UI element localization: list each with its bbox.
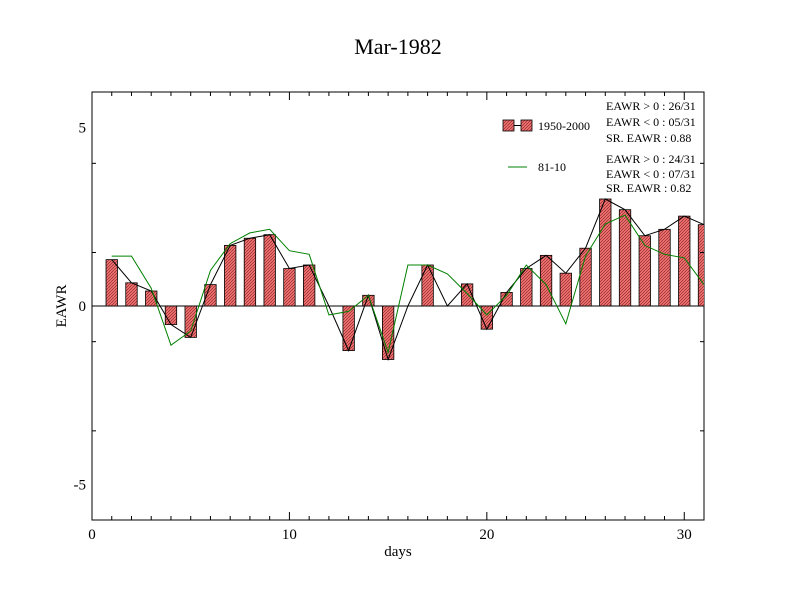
bar-day-28 bbox=[638, 235, 651, 307]
bar-day-8 bbox=[243, 237, 257, 307]
bar-day-4 bbox=[164, 305, 178, 325]
x-tick-label: 10 bbox=[282, 527, 297, 543]
y-tick-label: -5 bbox=[74, 477, 87, 493]
bar-day-20 bbox=[480, 305, 493, 330]
legend-label-81-10: 81-10 bbox=[538, 160, 566, 174]
bar-day-22 bbox=[520, 268, 533, 307]
bar-day-9 bbox=[263, 234, 276, 307]
legend-bar-swatch bbox=[502, 119, 515, 132]
line-1950-2000 bbox=[111, 198, 704, 362]
bar-day-19 bbox=[460, 283, 474, 307]
bar-day-5 bbox=[184, 305, 197, 338]
x-tick-label: 20 bbox=[479, 527, 494, 543]
stats-block-1950-2000: EAWR > 0 : 26/31 EAWR < 0 : 05/31 SR. EA… bbox=[606, 99, 696, 145]
bar-day-13 bbox=[342, 305, 355, 351]
line-81-10 bbox=[111, 214, 704, 355]
bar-day-31 bbox=[697, 224, 704, 307]
legend-item-1950-2000: 1950-2000 bbox=[502, 119, 590, 133]
bar-day-30 bbox=[678, 215, 691, 307]
bar-day-29 bbox=[658, 228, 671, 307]
stats-line: EAWR > 0 : 24/31 bbox=[606, 152, 696, 166]
bar-day-2 bbox=[125, 282, 138, 307]
legend-item-81-10: 81-10 bbox=[508, 160, 566, 174]
bar-day-11 bbox=[303, 264, 316, 307]
chart-title: Mar-1982 bbox=[354, 34, 442, 59]
bar-day-26 bbox=[599, 198, 612, 307]
series-lines bbox=[111, 198, 704, 362]
stats-line: EAWR > 0 : 26/31 bbox=[606, 99, 696, 113]
bar-day-17 bbox=[421, 264, 434, 307]
x-axis-label: days bbox=[384, 544, 412, 560]
y-axis-label: EAWR bbox=[54, 285, 70, 328]
legend: 1950-2000 81-10 bbox=[502, 119, 590, 174]
stats-line: SR. EAWR : 0.88 bbox=[606, 131, 691, 145]
bar-day-27 bbox=[618, 209, 632, 307]
bar-day-1 bbox=[105, 259, 118, 307]
x-tick-label: 30 bbox=[677, 527, 692, 543]
stats-line: EAWR < 0 : 05/31 bbox=[606, 115, 696, 129]
stats-line: SR. EAWR : 0.82 bbox=[606, 181, 691, 195]
bar-day-10 bbox=[283, 268, 296, 307]
x-axis-ticks: 0 10 20 30 bbox=[88, 92, 705, 543]
legend-label-1950-2000: 1950-2000 bbox=[538, 119, 590, 133]
legend-bar-swatch bbox=[520, 119, 533, 132]
stats-block-81-10: EAWR > 0 : 24/31 EAWR < 0 : 07/31 SR. EA… bbox=[606, 152, 696, 195]
bars-1950-2000 bbox=[105, 198, 704, 360]
stats-line: EAWR < 0 : 07/31 bbox=[606, 167, 696, 181]
y-tick-label: 5 bbox=[79, 121, 87, 137]
bar-day-24 bbox=[559, 272, 572, 307]
x-tick-label: 0 bbox=[88, 527, 96, 543]
y-axis-ticks: -5 0 5 bbox=[74, 121, 704, 521]
y-tick-label: 0 bbox=[79, 299, 87, 315]
